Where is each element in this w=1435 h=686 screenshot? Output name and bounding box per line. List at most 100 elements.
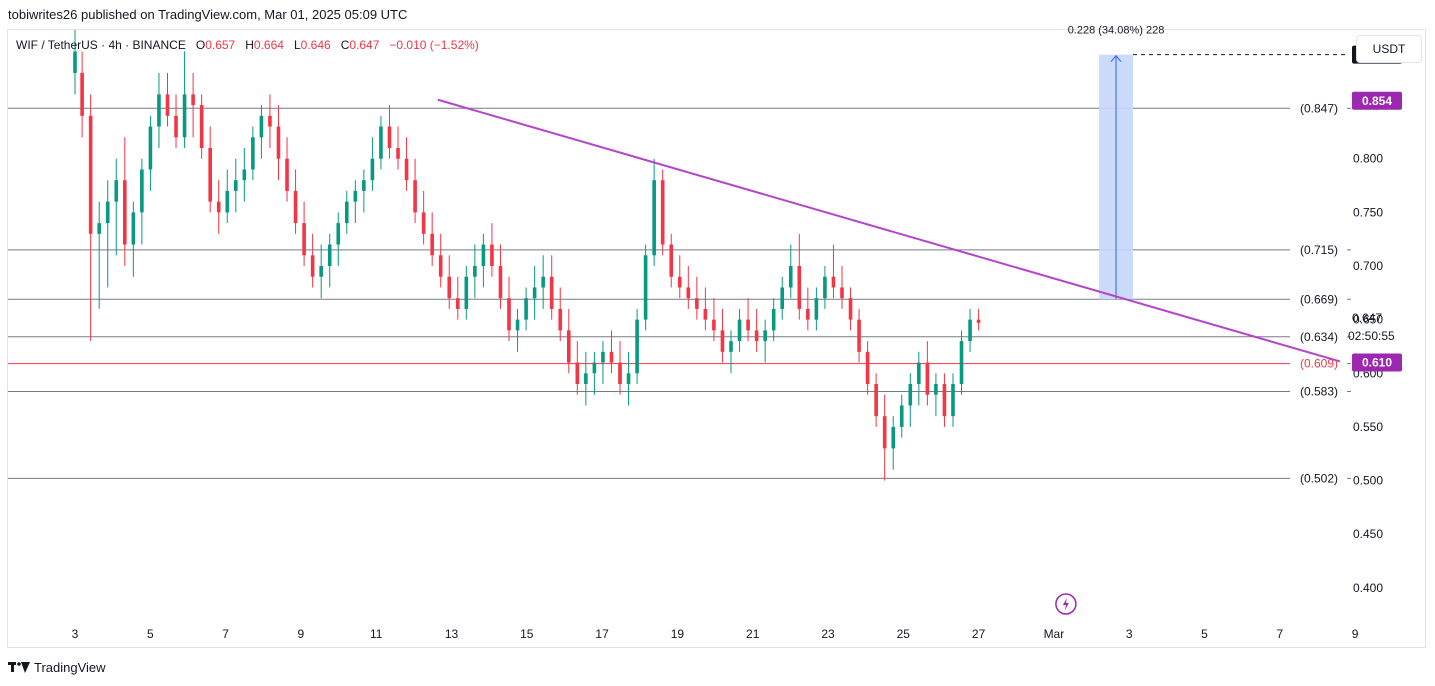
price-badge-2 bbox=[1352, 353, 1402, 372]
close-label: C bbox=[340, 38, 350, 52]
candle-body-47 bbox=[473, 266, 477, 277]
level-label-6: (0.502) bbox=[1300, 471, 1338, 485]
candle-body-62 bbox=[601, 351, 605, 363]
candle-body-21 bbox=[251, 137, 255, 170]
footer-brand[interactable]: TradingView bbox=[34, 660, 106, 675]
x-tick-label-6: 15 bbox=[520, 627, 534, 641]
candle-body-67 bbox=[643, 255, 648, 320]
candle-body-16 bbox=[208, 148, 212, 202]
candle-body-42 bbox=[430, 233, 434, 256]
x-tick-label-7: 17 bbox=[595, 627, 609, 641]
candle-body-44 bbox=[447, 276, 452, 299]
price-badge-1 bbox=[1352, 91, 1402, 110]
level-label-2: (0.669) bbox=[1300, 292, 1338, 306]
x-tick-label-13: Mar bbox=[1044, 627, 1065, 641]
candle-body-102 bbox=[942, 384, 947, 417]
candle-body-61 bbox=[592, 362, 597, 374]
x-tick-label-0: 3 bbox=[72, 627, 79, 641]
candle-body-11 bbox=[165, 94, 170, 116]
tradingview-logo-icon bbox=[8, 661, 30, 673]
candle-body-59 bbox=[575, 362, 580, 384]
currency-button[interactable]: USDT bbox=[1356, 35, 1422, 63]
candle-body-26 bbox=[293, 190, 298, 224]
x-tick-label-2: 7 bbox=[222, 627, 229, 641]
candle-body-64 bbox=[618, 362, 622, 384]
candle-body-36 bbox=[379, 126, 383, 159]
y-tick-label-3: 0.550 bbox=[1353, 420, 1383, 434]
y-tick-label-2: 0.500 bbox=[1353, 474, 1383, 488]
x-tick-label-3: 9 bbox=[298, 627, 305, 641]
event-flash-bolt bbox=[1062, 598, 1069, 610]
y-tick-label-1: 0.450 bbox=[1353, 527, 1383, 541]
candle-body-78 bbox=[737, 319, 742, 342]
candle-body-88 bbox=[823, 276, 827, 299]
candle-body-69 bbox=[660, 180, 665, 245]
candle-body-57 bbox=[558, 308, 563, 331]
level-label-0: (0.847) bbox=[1300, 101, 1338, 115]
candle-body-7 bbox=[131, 212, 136, 245]
candle-body-19 bbox=[233, 180, 238, 191]
candle-body-71 bbox=[677, 276, 682, 288]
candle-body-101 bbox=[934, 384, 938, 395]
candle-body-10 bbox=[157, 94, 161, 127]
projection-arrow-head bbox=[1110, 54, 1122, 62]
candle-body-74 bbox=[703, 308, 708, 320]
candle-body-72 bbox=[686, 287, 691, 299]
symbol-label[interactable]: WIF / TetherUS · 4h · BINANCE bbox=[16, 38, 186, 52]
candle-body-55 bbox=[541, 276, 545, 288]
candle-body-79 bbox=[746, 319, 750, 331]
countdown-label: 02:50:55 bbox=[1348, 329, 1395, 343]
x-tick-label-15: 5 bbox=[1201, 627, 1208, 641]
candle-body-33 bbox=[353, 190, 358, 202]
candle-body-63 bbox=[609, 351, 614, 363]
candle-body-80 bbox=[754, 330, 759, 342]
candle-body-25 bbox=[285, 158, 289, 191]
chart-legend: WIF / TetherUS · 4h · BINANCE O0.657 H0.… bbox=[16, 38, 479, 52]
candle-body-52 bbox=[515, 319, 520, 331]
candle-body-15 bbox=[199, 105, 204, 148]
x-tick-label-11: 25 bbox=[897, 627, 911, 641]
candle-body-56 bbox=[549, 276, 554, 309]
candle-body-0 bbox=[73, 51, 77, 73]
projection-label: 0.228 (34.08%) 228 bbox=[1068, 25, 1165, 37]
x-tick-label-12: 27 bbox=[972, 627, 986, 641]
candle-body-92 bbox=[857, 319, 861, 352]
candle-body-98 bbox=[908, 384, 913, 406]
candle-body-51 bbox=[507, 298, 511, 331]
candle-body-30 bbox=[327, 244, 332, 266]
candle-body-87 bbox=[814, 298, 819, 320]
level-label-3: (0.634) bbox=[1300, 330, 1338, 344]
candle-body-66 bbox=[635, 319, 639, 374]
candle-body-3 bbox=[97, 223, 101, 234]
close-value: 0.647 bbox=[349, 38, 380, 52]
candle-body-14 bbox=[191, 94, 195, 106]
candle-body-48 bbox=[481, 244, 486, 266]
publish-info: tobiwrites26 published on TradingView.co… bbox=[8, 7, 408, 22]
candle-body-81 bbox=[763, 330, 767, 342]
candle-body-32 bbox=[344, 201, 349, 224]
y-tick-label-0: 0.400 bbox=[1353, 581, 1383, 595]
x-tick-label-17: 9 bbox=[1352, 627, 1359, 641]
y-tick-label-8: 0.800 bbox=[1353, 152, 1383, 166]
y-tick-label-7: 0.750 bbox=[1353, 205, 1383, 219]
low-label: L bbox=[293, 38, 301, 52]
candle-body-41 bbox=[421, 212, 426, 234]
candle-body-23 bbox=[268, 115, 272, 127]
candle-body-93 bbox=[865, 351, 870, 384]
candle-body-82 bbox=[771, 308, 776, 331]
candle-body-2 bbox=[88, 115, 93, 234]
candle-body-49 bbox=[490, 244, 494, 266]
candle-body-45 bbox=[455, 298, 460, 309]
candle-body-28 bbox=[310, 255, 315, 277]
level-label-1: (0.715) bbox=[1300, 243, 1338, 257]
candle-body-18 bbox=[225, 190, 230, 213]
candle-body-9 bbox=[148, 126, 153, 170]
candle-body-83 bbox=[780, 287, 785, 309]
footer: TradingView bbox=[8, 660, 106, 675]
y-tick-label-6: 0.700 bbox=[1353, 259, 1383, 273]
candle-body-50 bbox=[498, 266, 503, 299]
candle-body-84 bbox=[788, 266, 793, 288]
candle-body-68 bbox=[652, 180, 656, 256]
chart-frame bbox=[7, 29, 1426, 648]
